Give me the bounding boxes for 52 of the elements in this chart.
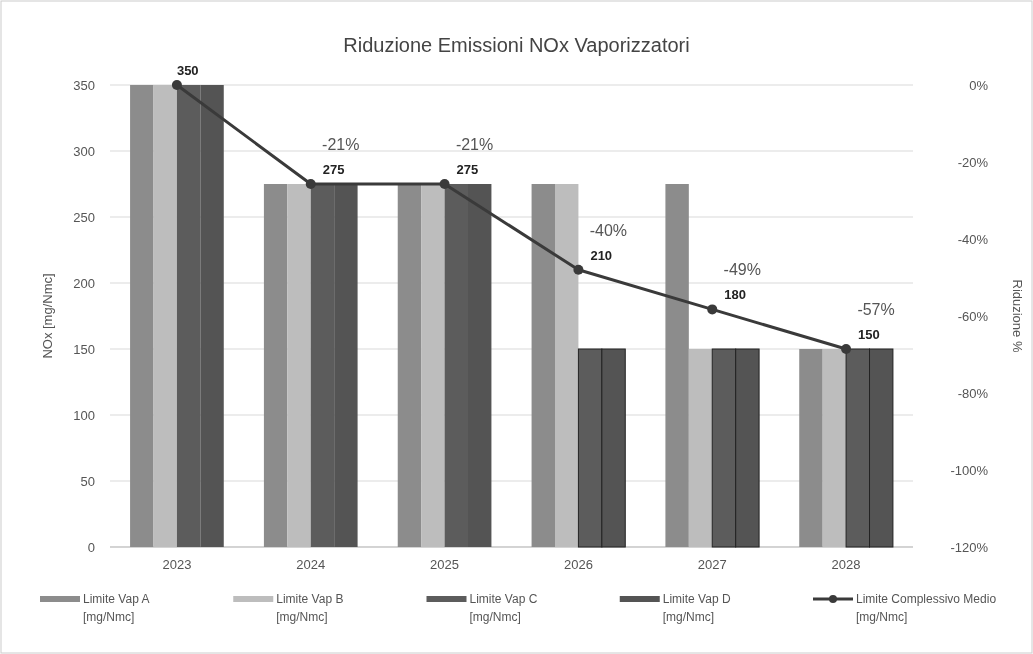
y2-tick-label: -100% bbox=[950, 462, 989, 478]
bar bbox=[799, 349, 823, 547]
y2-tick-label: -40% bbox=[957, 231, 989, 247]
point bbox=[841, 344, 852, 354]
y2-tick-label: -80% bbox=[957, 385, 989, 401]
y2-tick-label: 0% bbox=[969, 77, 989, 93]
annotation: -40% bbox=[589, 221, 628, 239]
y-axis-title: NOx [mg/Nmc] bbox=[40, 273, 55, 359]
point bbox=[439, 179, 450, 189]
chart-title: Riduzione Emissioni NOx Vaporizzatori bbox=[343, 34, 690, 56]
y-tick-label: 250 bbox=[73, 209, 95, 225]
x-tick-label: 2023 bbox=[162, 557, 192, 572]
bar bbox=[531, 184, 555, 547]
bar bbox=[397, 184, 422, 547]
bar bbox=[665, 184, 689, 547]
legend-label: Limite Complessivo Medio [mg/Nmc] bbox=[856, 592, 997, 625]
y-tick-label: 0 bbox=[87, 539, 95, 555]
data-label: 275 bbox=[456, 162, 479, 177]
annotation: -49% bbox=[723, 261, 761, 279]
y-tick-label: 350 bbox=[73, 77, 95, 93]
x-tick-label: 2024 bbox=[296, 557, 326, 572]
bar bbox=[263, 184, 288, 547]
point bbox=[707, 304, 718, 315]
data-label: 350 bbox=[176, 63, 199, 78]
y-tick-label: 100 bbox=[73, 407, 95, 423]
data-label: 180 bbox=[724, 287, 746, 303]
data-label: 210 bbox=[590, 247, 613, 263]
x-tick-label: 2027 bbox=[697, 557, 727, 572]
point bbox=[573, 264, 584, 275]
bar bbox=[130, 85, 154, 547]
data-label: 275 bbox=[322, 162, 345, 177]
data-label: 150 bbox=[858, 327, 880, 342]
point bbox=[171, 80, 182, 90]
x-tick-label: 2025 bbox=[430, 557, 460, 572]
y-tick-label: 200 bbox=[73, 275, 95, 291]
legend-label: Limite Vap D [mg/Nmc] bbox=[662, 592, 731, 625]
legend-label: Limite Vap B [mg/Nmc] bbox=[276, 592, 344, 625]
x-tick-label: 2028 bbox=[831, 557, 861, 572]
point bbox=[305, 179, 316, 189]
y-tick-label: 300 bbox=[73, 143, 95, 159]
y2-tick-label: -60% bbox=[957, 308, 989, 324]
y-tick-label: 150 bbox=[73, 341, 95, 357]
annotation: -57% bbox=[857, 301, 895, 318]
y2-tick-label: -20% bbox=[957, 154, 989, 170]
annotation: -21% bbox=[455, 136, 494, 153]
y2-tick-label: -120% bbox=[950, 539, 989, 555]
y-tick-label: 50 bbox=[80, 473, 95, 489]
x-tick-label: 2026 bbox=[563, 557, 593, 572]
legend-label: Limite Vap C [mg/Nmc] bbox=[469, 592, 538, 625]
annotation: -21% bbox=[322, 136, 360, 153]
legend-label: Limite Vap A [mg/Nmc] bbox=[83, 592, 150, 625]
y2-axis-title: Riduzione % bbox=[1010, 279, 1025, 353]
